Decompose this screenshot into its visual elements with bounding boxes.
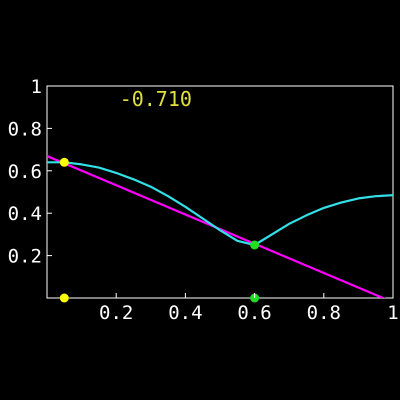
data-point-2 [250, 240, 260, 250]
annotation-label: -0.710 [120, 87, 192, 111]
x-tick-label: 0.6 [237, 302, 271, 324]
x-tick-label: 0.8 [307, 302, 341, 324]
data-point-1 [59, 157, 69, 167]
y-tick-label: 0.2 [8, 246, 42, 268]
series-line-2 [47, 161, 393, 247]
y-tick-label: 0.4 [8, 203, 42, 225]
x-tick-label: 0.4 [168, 302, 202, 324]
x-tick-label: 1 [387, 302, 398, 324]
data-point-3 [59, 293, 69, 303]
plot-frame [46, 85, 394, 299]
x-tick-label: 0.2 [99, 302, 133, 324]
y-tick-label: 0.8 [8, 118, 42, 140]
y-tick-label: 0.6 [8, 161, 42, 183]
y-tick-label: 1 [31, 76, 42, 98]
